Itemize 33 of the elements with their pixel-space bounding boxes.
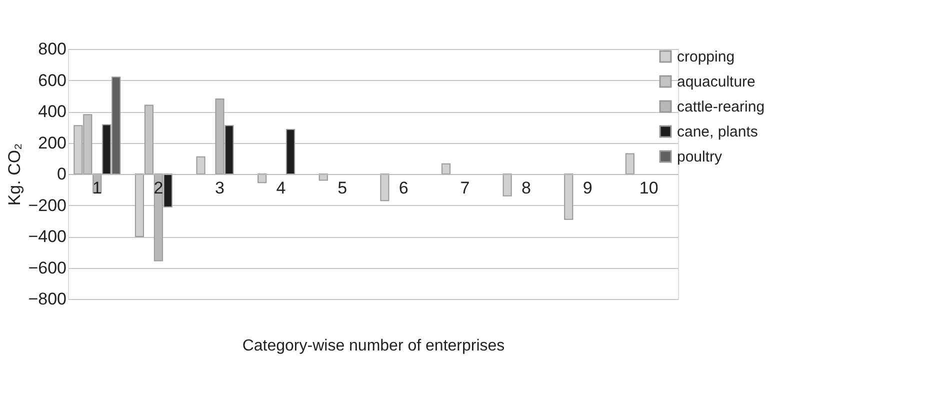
y-tick-label: 600 xyxy=(38,70,66,90)
y-tick-label: 400 xyxy=(38,102,66,121)
legend-label: cane, plants xyxy=(677,124,758,140)
y-tick-label: 200 xyxy=(38,133,66,152)
legend-label: aquaculture xyxy=(677,74,756,90)
y-tick-label: −400 xyxy=(28,227,66,246)
x-tick-label: 8 xyxy=(522,178,531,198)
bar xyxy=(625,153,634,174)
y-tick-label: −800 xyxy=(28,290,66,308)
x-tick-label: 3 xyxy=(215,178,224,198)
x-tick-label: 10 xyxy=(639,178,658,198)
legend-label: cattle-rearing xyxy=(677,98,765,116)
legend-label: poultry xyxy=(677,148,723,166)
bar xyxy=(441,163,451,174)
bar xyxy=(502,174,512,196)
x-tick-label: 4 xyxy=(276,178,286,198)
y-tick-label: 0 xyxy=(57,164,66,184)
bar xyxy=(318,174,328,181)
bar xyxy=(196,156,206,174)
x-axis-title: Category-wise number of enterprises xyxy=(242,338,505,354)
legend-label: cropping xyxy=(677,48,735,66)
y-tick-label: −200 xyxy=(28,196,66,215)
bar xyxy=(380,174,390,202)
x-tick-label: 2 xyxy=(154,178,164,198)
y-tick-label: 800 xyxy=(38,40,66,58)
x-tick-label: 6 xyxy=(398,178,408,198)
y-axis-title: Kg. CO₂ xyxy=(5,143,24,206)
x-tick-label: 5 xyxy=(338,178,348,198)
x-tick-label: 1 xyxy=(92,178,102,198)
y-tick-label: −600 xyxy=(28,258,66,278)
bar xyxy=(286,128,296,174)
x-tick-label: 9 xyxy=(582,178,592,198)
x-tick-label: 7 xyxy=(460,178,470,198)
